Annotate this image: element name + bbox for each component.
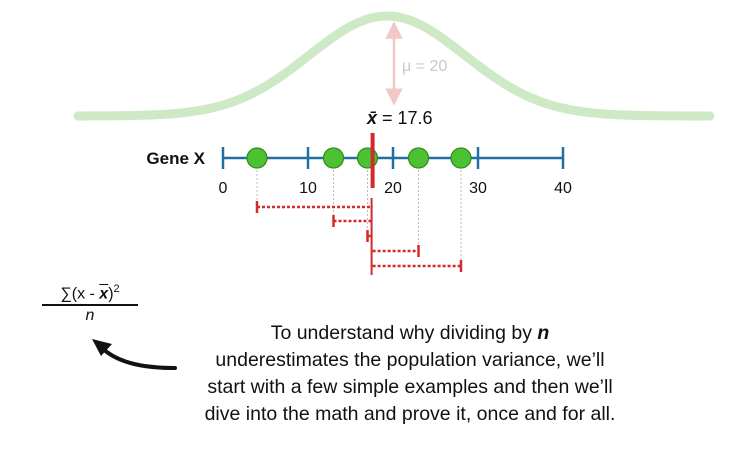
tick-label: 30 — [469, 180, 487, 197]
caption-line-1: To understand why dividing by n — [270, 322, 550, 344]
number-line — [221, 147, 565, 169]
formula-numerator: ∑(x - x)2 — [42, 283, 138, 307]
caption-line-3: start with a few simple examples and the… — [207, 376, 613, 398]
tick-label: 0 — [219, 180, 228, 197]
caption-text: To understand why dividing by n underest… — [150, 320, 670, 428]
formula-x-bar: x — [99, 285, 109, 303]
data-point — [450, 147, 472, 169]
caption-n-emphasis: n — [537, 322, 550, 344]
tick-label: 20 — [384, 180, 402, 197]
data-point — [407, 147, 430, 169]
deviation-bar — [372, 260, 463, 272]
caption-line-4: dive into the math and prove it, once an… — [204, 403, 616, 425]
formula-power: 2 — [113, 283, 120, 295]
population-distribution-curve — [73, 11, 715, 121]
deviation-bar — [332, 215, 373, 227]
variance-formula: ∑(x - x)2 n — [42, 283, 138, 325]
data-point — [322, 147, 345, 169]
x-bar-symbol: x̄ — [366, 108, 378, 128]
mu-label: μ = 20 — [402, 58, 447, 75]
deviation-bar — [372, 245, 420, 257]
gene-x-label: Gene X — [146, 149, 205, 168]
pointer-arrow-head — [92, 339, 112, 356]
tick-label: 40 — [554, 180, 572, 197]
formula-denominator: n — [85, 307, 95, 325]
guide-lines — [256, 158, 462, 266]
caption-line-2: underestimates the population variance, … — [215, 349, 605, 371]
tick-labels: 0 10 20 30 40 — [219, 180, 572, 197]
tick-label: 10 — [299, 180, 317, 197]
deviation-bars — [255, 198, 463, 275]
data-point — [246, 147, 268, 169]
sample-mean-label: x̄ = 17.6 — [366, 108, 433, 128]
mean-value-text: = 17.6 — [377, 108, 433, 128]
pointer-arrow — [100, 346, 177, 370]
deviation-bar — [255, 201, 373, 213]
deviation-bar — [366, 230, 373, 242]
